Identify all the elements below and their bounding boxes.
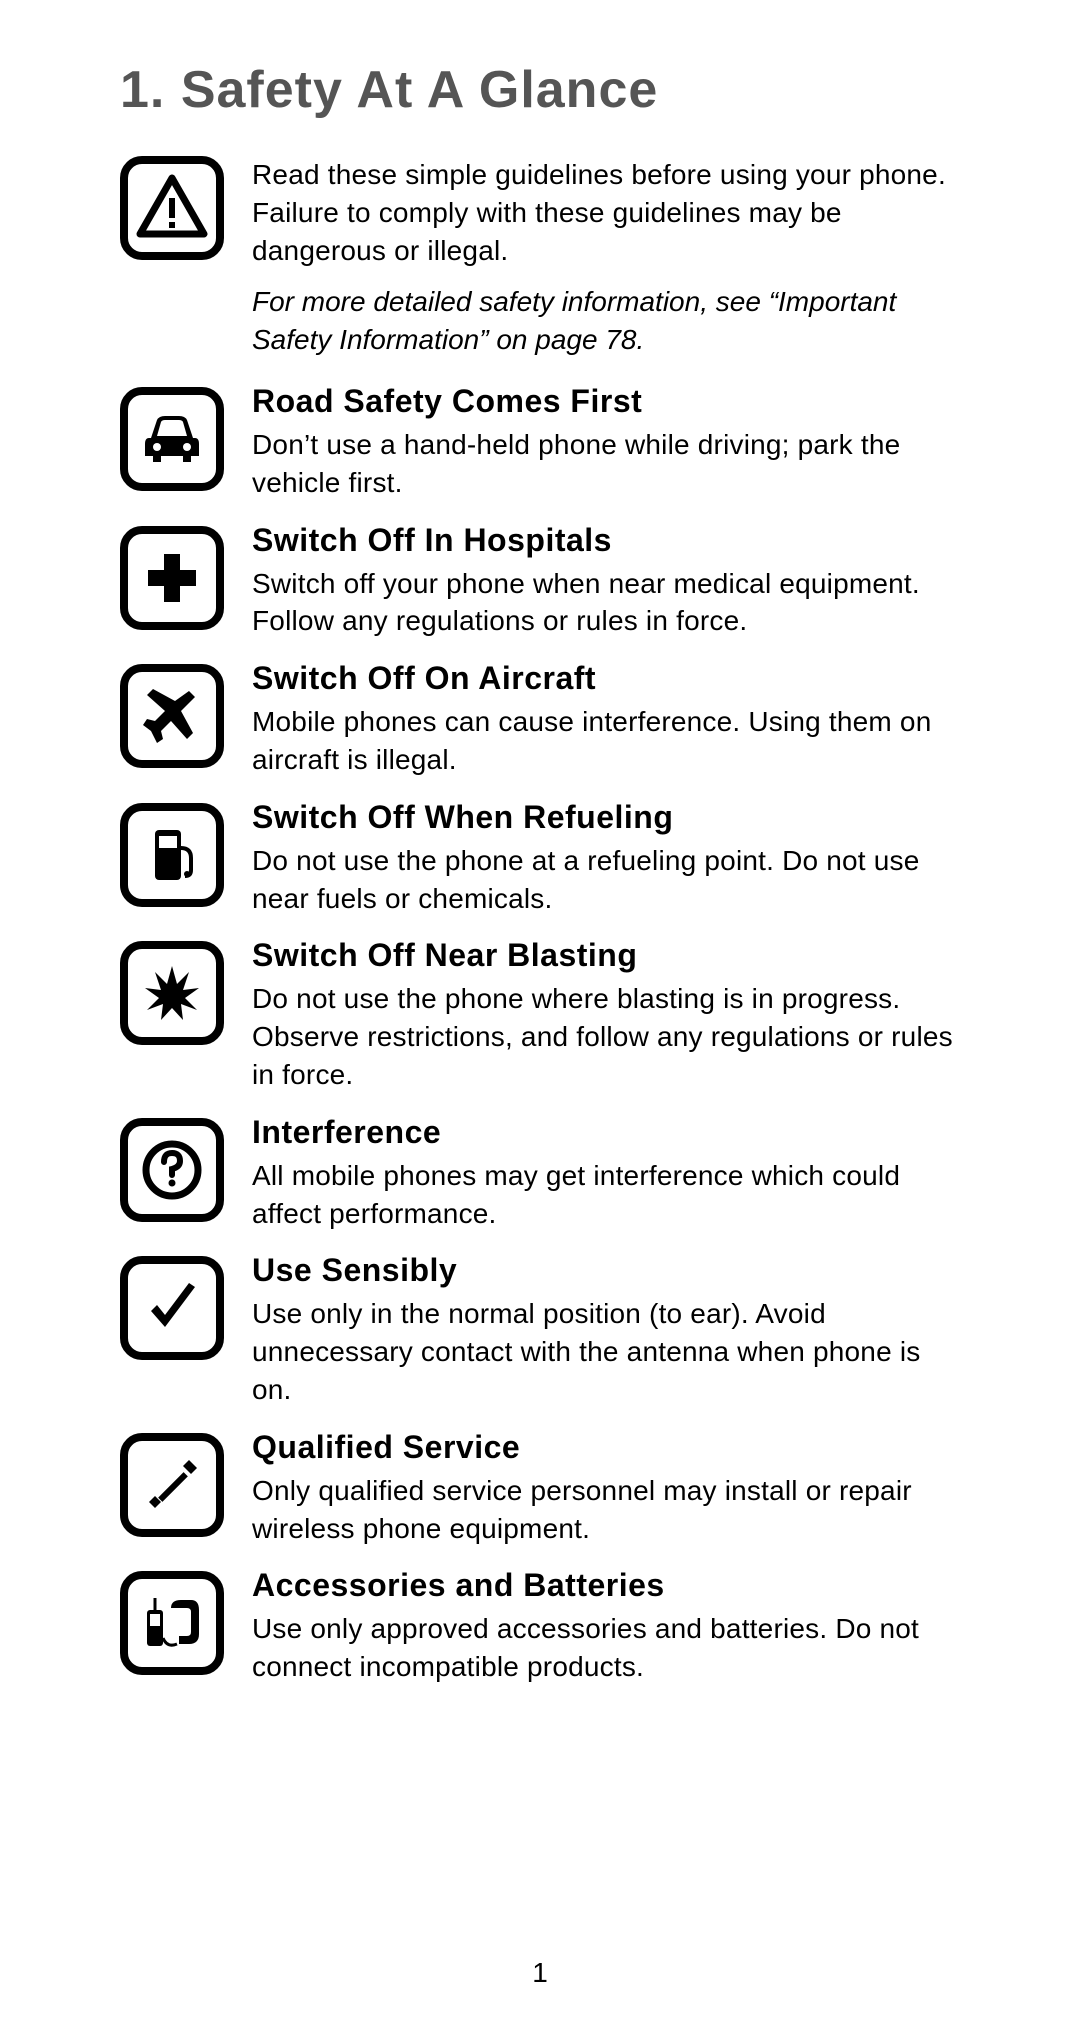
- airplane-icon: [120, 664, 224, 768]
- section-text: Use only in the normal position (to ear)…: [252, 1295, 960, 1408]
- intro-reference: For more detailed safety information, se…: [252, 283, 960, 359]
- section-title: Switch Off In Hospitals: [252, 522, 960, 559]
- section-title: Switch Off Near Blasting: [252, 937, 960, 974]
- section-text: Switch off your phone when near medical …: [252, 565, 960, 641]
- section-title: Accessories and Batteries: [252, 1567, 960, 1604]
- section-aircraft: Switch Off On Aircraft Mobile phones can…: [120, 660, 960, 779]
- section-text: Mobile phones can cause interference. Us…: [252, 703, 960, 779]
- car-icon: [120, 387, 224, 491]
- section-title: Road Safety Comes First: [252, 383, 960, 420]
- section-text: All mobile phones may get interference w…: [252, 1157, 960, 1233]
- section-service: Qualified Service Only qualified service…: [120, 1429, 960, 1548]
- section-road-safety: Road Safety Comes First Don’t use a hand…: [120, 383, 960, 502]
- section-sensibly: Use Sensibly Use only in the normal posi…: [120, 1252, 960, 1408]
- check-icon: [120, 1256, 224, 1360]
- section-interference: Interference All mobile phones may get i…: [120, 1114, 960, 1233]
- section-text: Use only approved accessories and batter…: [252, 1610, 960, 1686]
- fuel-icon: [120, 803, 224, 907]
- section-blasting: Switch Off Near Blasting Do not use the …: [120, 937, 960, 1093]
- section-text: Only qualified service personnel may ins…: [252, 1472, 960, 1548]
- page-title: 1. Safety At A Glance: [120, 60, 960, 120]
- section-title: Interference: [252, 1114, 960, 1151]
- section-title: Switch Off When Refueling: [252, 799, 960, 836]
- section-text: Don’t use a hand-held phone while drivin…: [252, 426, 960, 502]
- section-text: Do not use the phone at a refueling poin…: [252, 842, 960, 918]
- section-title: Switch Off On Aircraft: [252, 660, 960, 697]
- accessories-icon: [120, 1571, 224, 1675]
- warning-icon: [120, 156, 224, 260]
- section-text: Do not use the phone where blasting is i…: [252, 980, 960, 1093]
- intro-row: Read these simple guidelines before usin…: [120, 156, 960, 359]
- section-refueling: Switch Off When Refueling Do not use the…: [120, 799, 960, 918]
- blast-icon: [120, 941, 224, 1045]
- cross-icon: [120, 526, 224, 630]
- section-title: Use Sensibly: [252, 1252, 960, 1289]
- page-number: 1: [0, 1957, 1080, 1989]
- intro-text: Read these simple guidelines before usin…: [252, 156, 960, 269]
- question-icon: [120, 1118, 224, 1222]
- screwdriver-icon: [120, 1433, 224, 1537]
- section-hospitals: Switch Off In Hospitals Switch off your …: [120, 522, 960, 641]
- section-title: Qualified Service: [252, 1429, 960, 1466]
- section-accessories: Accessories and Batteries Use only appro…: [120, 1567, 960, 1686]
